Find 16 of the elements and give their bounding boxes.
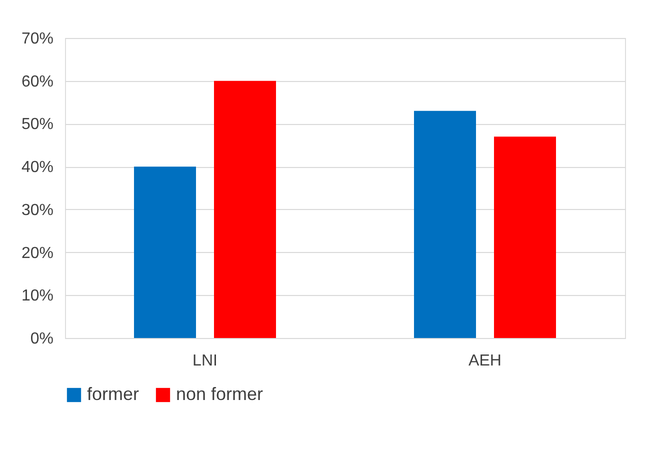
y-tick-label: 50% [21,116,54,134]
bar [494,136,556,338]
legend-label: non former [176,384,264,404]
y-tick-label: 0% [30,330,54,348]
x-tick-label: AEH [468,352,502,370]
y-tick-label: 10% [21,288,54,305]
bar [414,110,476,338]
y-tick-label: 70% [21,30,54,48]
y-tick-label: 40% [21,159,54,176]
y-tick-label: 60% [21,73,54,90]
bar [214,80,276,338]
y-tick-label: 20% [21,244,54,262]
y-tick-label: 30% [21,202,54,219]
legend-label: former [87,384,140,404]
bar [134,166,196,338]
x-tick-label: LNI [192,352,218,370]
